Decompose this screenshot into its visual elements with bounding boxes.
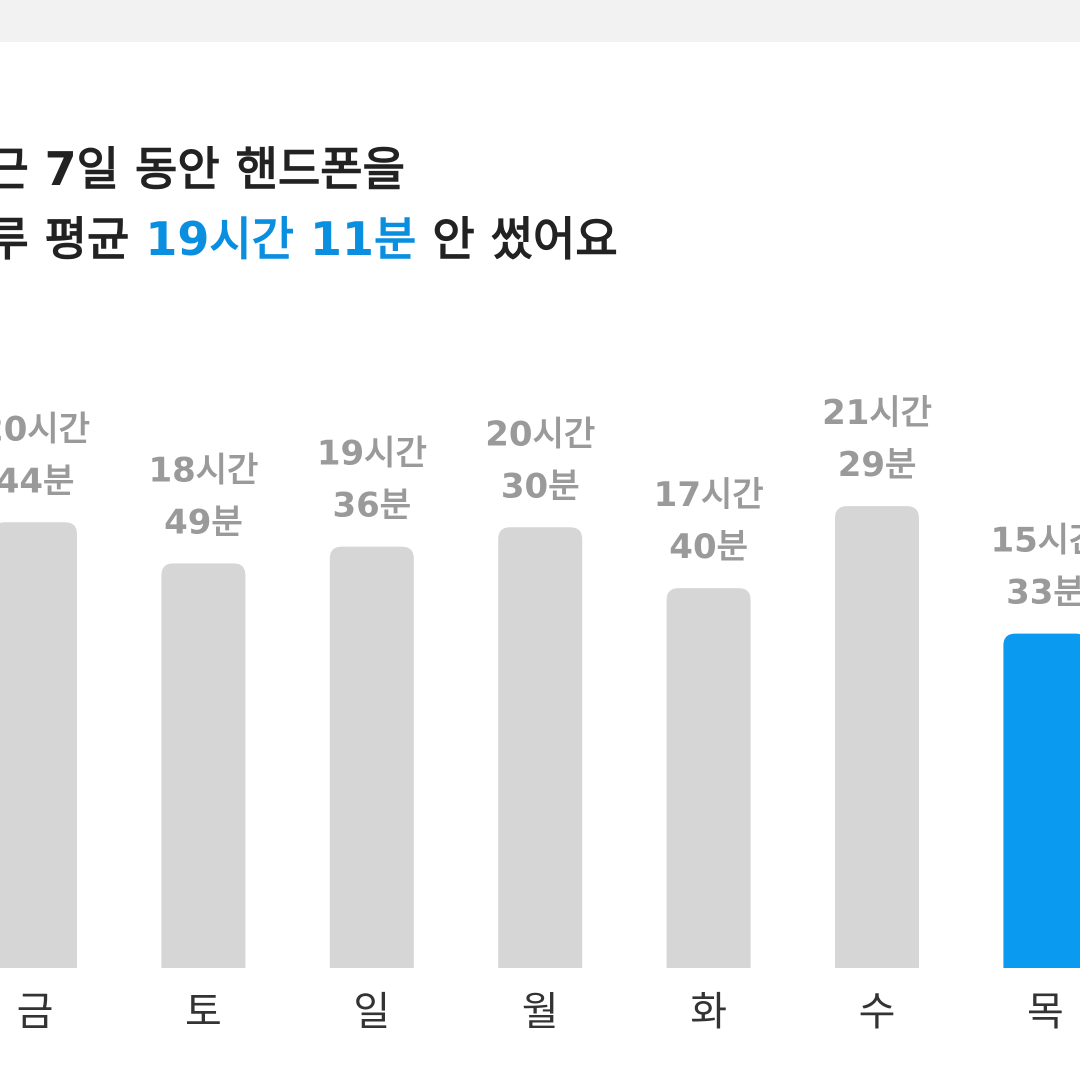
bar [161,563,246,968]
value-label: 19시간 36분 [317,434,427,526]
value-label: 17시간 40분 [654,475,764,567]
x-tick-label: 토 [185,989,222,1035]
x-tick-label: 금 [17,989,54,1035]
title-highlight: 19시간 11분 [145,212,416,266]
value-label-line: 19시간 [317,434,427,474]
x-tick-label: 목 [1027,989,1064,1035]
value-label-line: 20시간 [485,414,595,454]
bar [666,588,751,968]
title-text: 하루 평균 [0,212,145,266]
value-label-line: 15시간 [990,521,1080,561]
value-label-line: 44분 [0,461,74,501]
value-label-line: 21시간 [822,393,932,433]
value-label-line: 33분 [1006,573,1080,613]
title-line2: 하루 평균 19시간 11분 안 썼어요 [0,212,618,266]
x-tick-label: 월 [522,989,559,1035]
title-text: 안 썼어요 [416,212,617,266]
value-label-line: 20시간 [0,409,90,449]
value-label-line: 30분 [501,466,580,506]
value-label-line: 29분 [838,445,917,485]
bar [1003,633,1080,968]
bar [0,522,77,968]
value-label: 21시간 29분 [822,393,932,485]
x-tick-label: 수 [859,989,896,1035]
value-label-line: 17시간 [654,475,764,515]
value-label-line: 49분 [164,502,243,542]
bar [498,527,583,968]
value-label: 20시간 44분 [0,409,90,501]
value-label: 18시간 49분 [148,450,258,542]
title-line1: 최근 7일 동안 핸드폰을 [0,142,405,196]
x-tick-label: 일 [353,989,390,1035]
top-bar [0,0,1080,42]
x-tick-label: 화 [690,989,727,1035]
value-label-line: 18시간 [148,450,258,490]
value-label-line: 36분 [332,486,411,526]
bar [329,546,414,968]
value-label: 20시간 30분 [485,414,595,506]
value-label: 15시간 33분 [990,521,1080,613]
value-label-line: 40분 [669,527,748,567]
bar [835,506,919,968]
